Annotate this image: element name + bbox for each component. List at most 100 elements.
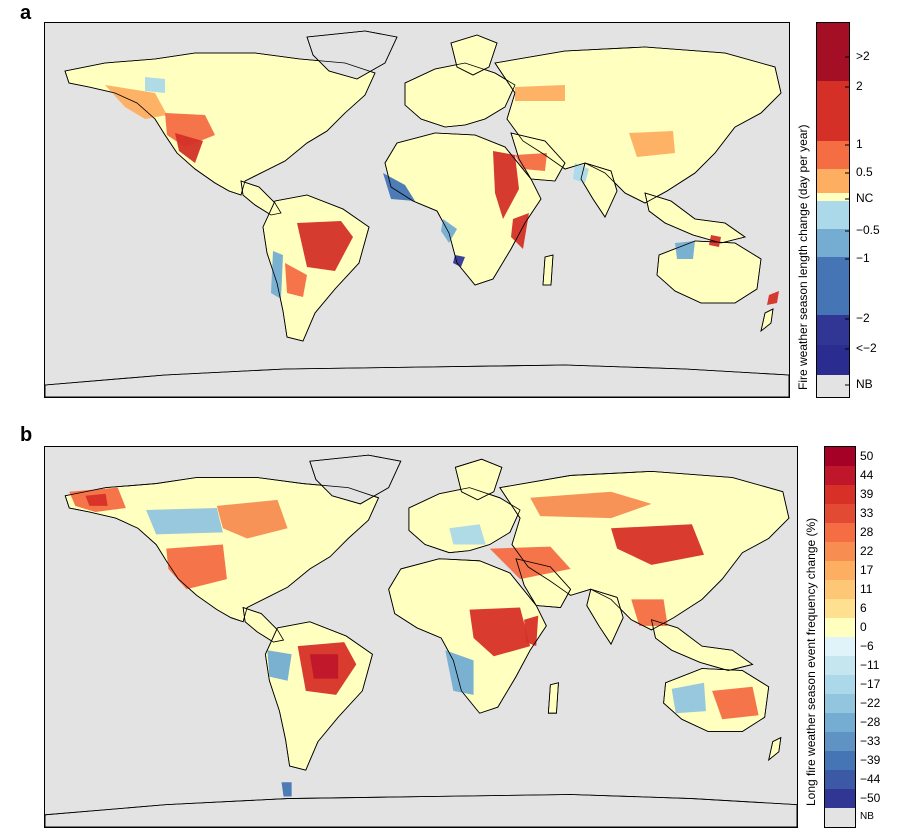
legend-a-tick-label: −2: [856, 311, 870, 325]
legend-b-bin-5: [825, 542, 855, 562]
south-america-outline: [264, 621, 373, 771]
asia-outline: [494, 46, 782, 204]
legend-b-tick-label: −28: [860, 714, 881, 729]
southeast-asia-outline: [644, 192, 746, 244]
legend-a-bin-1: [817, 81, 849, 111]
legend-b-bin-10: [825, 637, 855, 657]
legend-b-bin-14: [825, 713, 855, 733]
legend-b-bin-15: [825, 732, 855, 752]
change-region-12: [611, 524, 705, 565]
north-america-outline: [64, 477, 380, 623]
legend-b-bin-2: [825, 485, 855, 505]
change-region-3: [216, 499, 288, 539]
legend-a-tick-label: 2: [856, 79, 863, 93]
change-region-13: [530, 491, 652, 519]
legend-b-tick-label: −22: [860, 695, 881, 710]
legend-b-bin-9: [825, 618, 855, 638]
change-region-16: [145, 77, 165, 93]
change-region-11: [489, 546, 571, 580]
legend-a-bin-3: [817, 141, 849, 169]
change-region-4: [285, 263, 307, 297]
africa-outline: [388, 558, 547, 714]
change-region-2: [146, 507, 223, 535]
legend-b-tick-label: −44: [860, 771, 881, 786]
legend-b-bin-8: [825, 599, 855, 619]
legend-b-tick-label: 6: [860, 600, 867, 615]
asia-outline: [499, 470, 790, 631]
legend-b-tick-label: −17: [860, 676, 881, 691]
change-region-15: [712, 686, 759, 720]
legend-b-bin-0: [825, 447, 855, 467]
europe-outline: [408, 487, 521, 554]
change-region-16: [671, 682, 707, 714]
madagascar-outline: [547, 682, 559, 714]
change-region-6: [309, 654, 339, 679]
change-region-8: [629, 131, 675, 157]
legend-b-tick-label: 50: [860, 448, 874, 463]
legend-b-tick-label: 0: [860, 619, 867, 634]
africa-outline: [384, 132, 542, 286]
panel-a-legend-bar: [816, 22, 850, 398]
australia-outline: [656, 240, 762, 304]
legend-b-bin-18: [825, 789, 855, 809]
legend-b-bin-19: [825, 808, 855, 827]
change-region-18: [573, 163, 589, 183]
south-america-outline: [262, 194, 370, 342]
legend-b-tick-label: 17: [860, 562, 874, 577]
scandinavia-outline: [450, 34, 498, 76]
legend-b-tick-label: −11: [860, 657, 880, 672]
change-region-18: [524, 615, 539, 647]
legend-b-tick-label: NB: [860, 810, 874, 822]
arabia-outline: [510, 132, 566, 182]
legend-a-bin-0: [817, 23, 849, 81]
legend-a-tick-label: <−2: [856, 341, 877, 355]
change-region-9: [515, 85, 565, 101]
antarctica-landmass: [45, 364, 789, 397]
central-america-outline: [242, 606, 285, 643]
legend-a-tick-label: −1: [856, 251, 870, 265]
legend-a-bin-6: [817, 201, 849, 229]
legend-b-bin-7: [825, 580, 855, 600]
legend-a-tick-label: −0.5: [856, 223, 880, 237]
antarctica-landmass: [45, 794, 797, 827]
legend-b-tick-label: −39: [860, 752, 881, 767]
legend-b-bin-11: [825, 656, 855, 676]
panel-b-legend-title: Long fire weather season event frequency…: [804, 517, 818, 806]
legend-b-bin-12: [825, 675, 855, 695]
southeast-asia-outline: [650, 619, 754, 671]
legend-a-tick-label: 0.5: [856, 165, 873, 179]
panel-b-legend-bar: [824, 446, 856, 828]
change-region-1: [85, 493, 108, 506]
europe-outline: [404, 62, 516, 128]
new-zealand-outline: [768, 736, 782, 761]
legend-b-bin-3: [825, 504, 855, 524]
antarctica-outline: [45, 794, 797, 827]
change-region-13: [271, 251, 283, 299]
europe-landmass: [404, 62, 516, 128]
legend-b-tick-label: 11: [860, 581, 873, 596]
legend-b-bin-6: [825, 561, 855, 581]
change-region-10: [281, 782, 292, 797]
world-map-a: [45, 30, 789, 397]
legend-b-bin-17: [825, 770, 855, 790]
north-america-outline: [64, 52, 376, 196]
legend-a-tick-label: NB: [856, 377, 873, 391]
panel-a-letter: a: [20, 2, 32, 24]
change-region-2: [175, 133, 203, 163]
legend-b-bin-13: [825, 694, 855, 714]
antarctica-outline: [45, 364, 789, 397]
legend-b-tick-label: −6: [860, 638, 874, 653]
legend-b-bin-4: [825, 523, 855, 543]
legend-b-bin-1: [825, 466, 855, 486]
change-region-8: [469, 607, 531, 657]
panel-b-map: [44, 446, 798, 828]
panel-a-legend-title: Fire weather season length change (day p…: [796, 124, 810, 390]
legend-b-tick-label: 39: [860, 486, 874, 501]
change-region-17: [631, 599, 668, 626]
legend-b-bin-16: [825, 751, 855, 771]
panel-b-colorbar: [825, 447, 855, 827]
change-region-17: [767, 291, 779, 305]
legend-a-bin-10: [817, 345, 849, 375]
world-map-b: [45, 454, 797, 827]
change-region-14: [675, 241, 695, 259]
